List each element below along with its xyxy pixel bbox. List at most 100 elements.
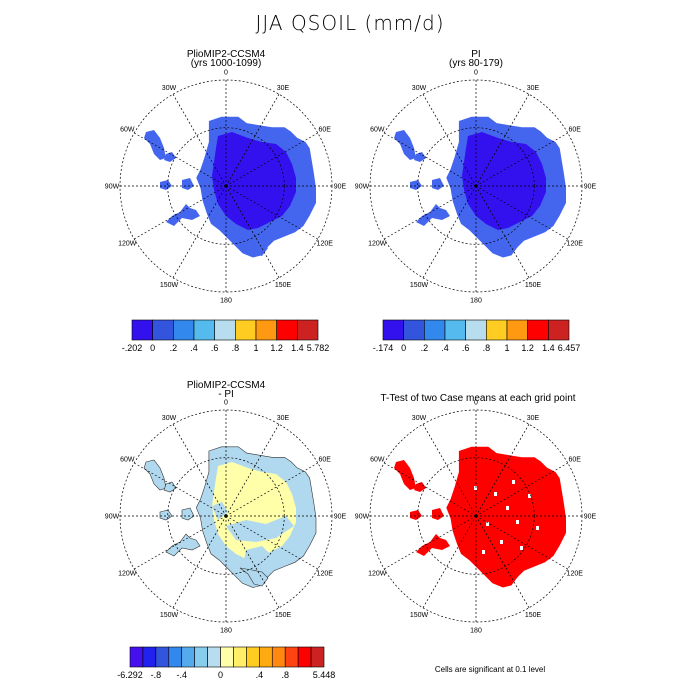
longitude-label: 60W — [370, 457, 385, 464]
longitude-label: 30W — [162, 85, 177, 92]
colorbar-swatch — [194, 646, 208, 668]
peninsula — [165, 533, 201, 557]
longitude-label: 180 — [470, 628, 482, 635]
longitude-label: 150E — [275, 282, 292, 289]
meridian — [134, 462, 227, 517]
longitude-label: 0 — [224, 70, 228, 77]
colorbar-tick-label: .2 — [421, 343, 429, 353]
latitude-circle — [167, 127, 285, 245]
meridian — [422, 185, 477, 278]
longitude-label: 120W — [118, 241, 137, 248]
longitude-label: 0 — [474, 70, 478, 77]
meridian — [225, 424, 280, 517]
longitude-label: 0 — [474, 400, 478, 407]
continent-interior — [212, 132, 296, 230]
non-significant-cell — [536, 526, 539, 530]
non-significant-cell — [482, 550, 485, 554]
colorbar-tick-label: 0 — [401, 343, 406, 353]
continent-interior — [462, 462, 546, 560]
graticule — [369, 409, 583, 623]
colorbar-tick-label: 0 — [150, 343, 155, 353]
panel-title: PlioMIP2-CCSM4 — [187, 49, 266, 60]
meridian — [475, 515, 568, 570]
colorbar-swatch — [235, 319, 257, 341]
peninsula — [416, 534, 450, 556]
colorbar-tick-label: 0 — [218, 670, 223, 680]
longitude-label: 90E — [334, 514, 347, 521]
longitude-label: 90E — [584, 514, 597, 521]
longitude-label: 150W — [410, 612, 429, 619]
meridian — [475, 424, 530, 517]
colorbar-swatch — [207, 646, 221, 668]
longitude-label: 150E — [525, 282, 542, 289]
colorbar-swatch — [259, 646, 273, 668]
longitude-label: 120W — [368, 241, 387, 248]
polar-map: 0 30E 60E 90E 120E 150E 180 150W 120W 90W 60W 30W — [355, 70, 597, 305]
meridian — [225, 185, 280, 278]
panel-pliomip2-ccsm4: PlioMIP2-CCSM4 (yrs 1000-1099) 0 30E 60E 90… — [105, 49, 347, 305]
colorbar-tick-label: -6.292 — [117, 670, 143, 680]
colorbar-tick-label: -.202 — [122, 343, 143, 353]
longitude-label: 150W — [160, 612, 179, 619]
colorbar-swatch — [152, 319, 174, 341]
meridian — [134, 515, 227, 570]
longitude-label: 30E — [277, 85, 290, 92]
meridian — [172, 94, 227, 187]
colorbar-swatch — [173, 319, 195, 341]
meridian — [172, 185, 227, 278]
colorbar-tick-label: 1 — [253, 343, 258, 353]
island-1 — [414, 482, 426, 492]
coastal-region — [239, 567, 269, 587]
non-significant-cell — [516, 520, 519, 524]
colorbar-swatch — [181, 646, 195, 668]
colorbar-swatch — [465, 319, 487, 341]
colorbar-swatch — [155, 646, 170, 668]
colorbar-tick-label: .6 — [462, 343, 470, 353]
colorbar-swatch — [255, 319, 277, 341]
land-field — [143, 446, 317, 588]
longitude-label: 30W — [412, 415, 427, 422]
colorbar-tick-label: 1 — [504, 343, 509, 353]
colorbar-swatch — [310, 646, 325, 668]
non-significant-cell — [520, 546, 523, 550]
colorbar-swatch — [233, 646, 247, 668]
island-2 — [410, 510, 422, 520]
island-2 — [160, 180, 172, 190]
panel-title: PlioMIP2-CCSM4 — [187, 380, 266, 391]
meridian — [225, 94, 280, 187]
meridian — [225, 132, 318, 187]
colorbar-tick-label: .8 — [483, 343, 491, 353]
colorbar-swatch — [129, 646, 144, 668]
meridian — [475, 515, 530, 608]
latitude-circle — [167, 457, 285, 575]
colorbar-swatch — [193, 319, 215, 341]
colorbar-tick-label: .8 — [281, 670, 289, 680]
colorbar-swatch — [271, 646, 286, 668]
meridian — [134, 185, 227, 240]
non-significant-cell — [512, 480, 515, 484]
colorbar-tick-label: 5.782 — [307, 343, 330, 353]
longitude-label: 120E — [567, 241, 584, 248]
colorbar-swatch — [284, 646, 299, 668]
longitude-label: 60E — [318, 127, 331, 134]
meridian — [172, 515, 227, 608]
colorbar-tick-label: .6 — [211, 343, 219, 353]
longitude-label: 30E — [527, 85, 540, 92]
island-1 — [164, 152, 176, 162]
island-2 — [159, 509, 173, 521]
panel-subtitle: - PI — [218, 389, 234, 400]
longitude-label: 120W — [368, 571, 387, 578]
longitude-label: 30W — [412, 85, 427, 92]
colorbar-swatch — [214, 319, 236, 341]
longitude-label: 90W — [105, 514, 120, 521]
longitude-label: 150E — [525, 612, 542, 619]
meridian — [384, 132, 477, 187]
island-3 — [432, 178, 444, 190]
longitude-label: 180 — [220, 628, 232, 635]
non-significant-cell — [486, 522, 489, 526]
polar-map: 0 30E 60E 90E 120E 150E 180 150W 120W 90W 60W 30W — [355, 400, 597, 635]
longitude-label: 30E — [277, 415, 290, 422]
colorbar-tick-label: 1.4 — [542, 343, 555, 353]
colorbar-swatch — [142, 646, 157, 668]
